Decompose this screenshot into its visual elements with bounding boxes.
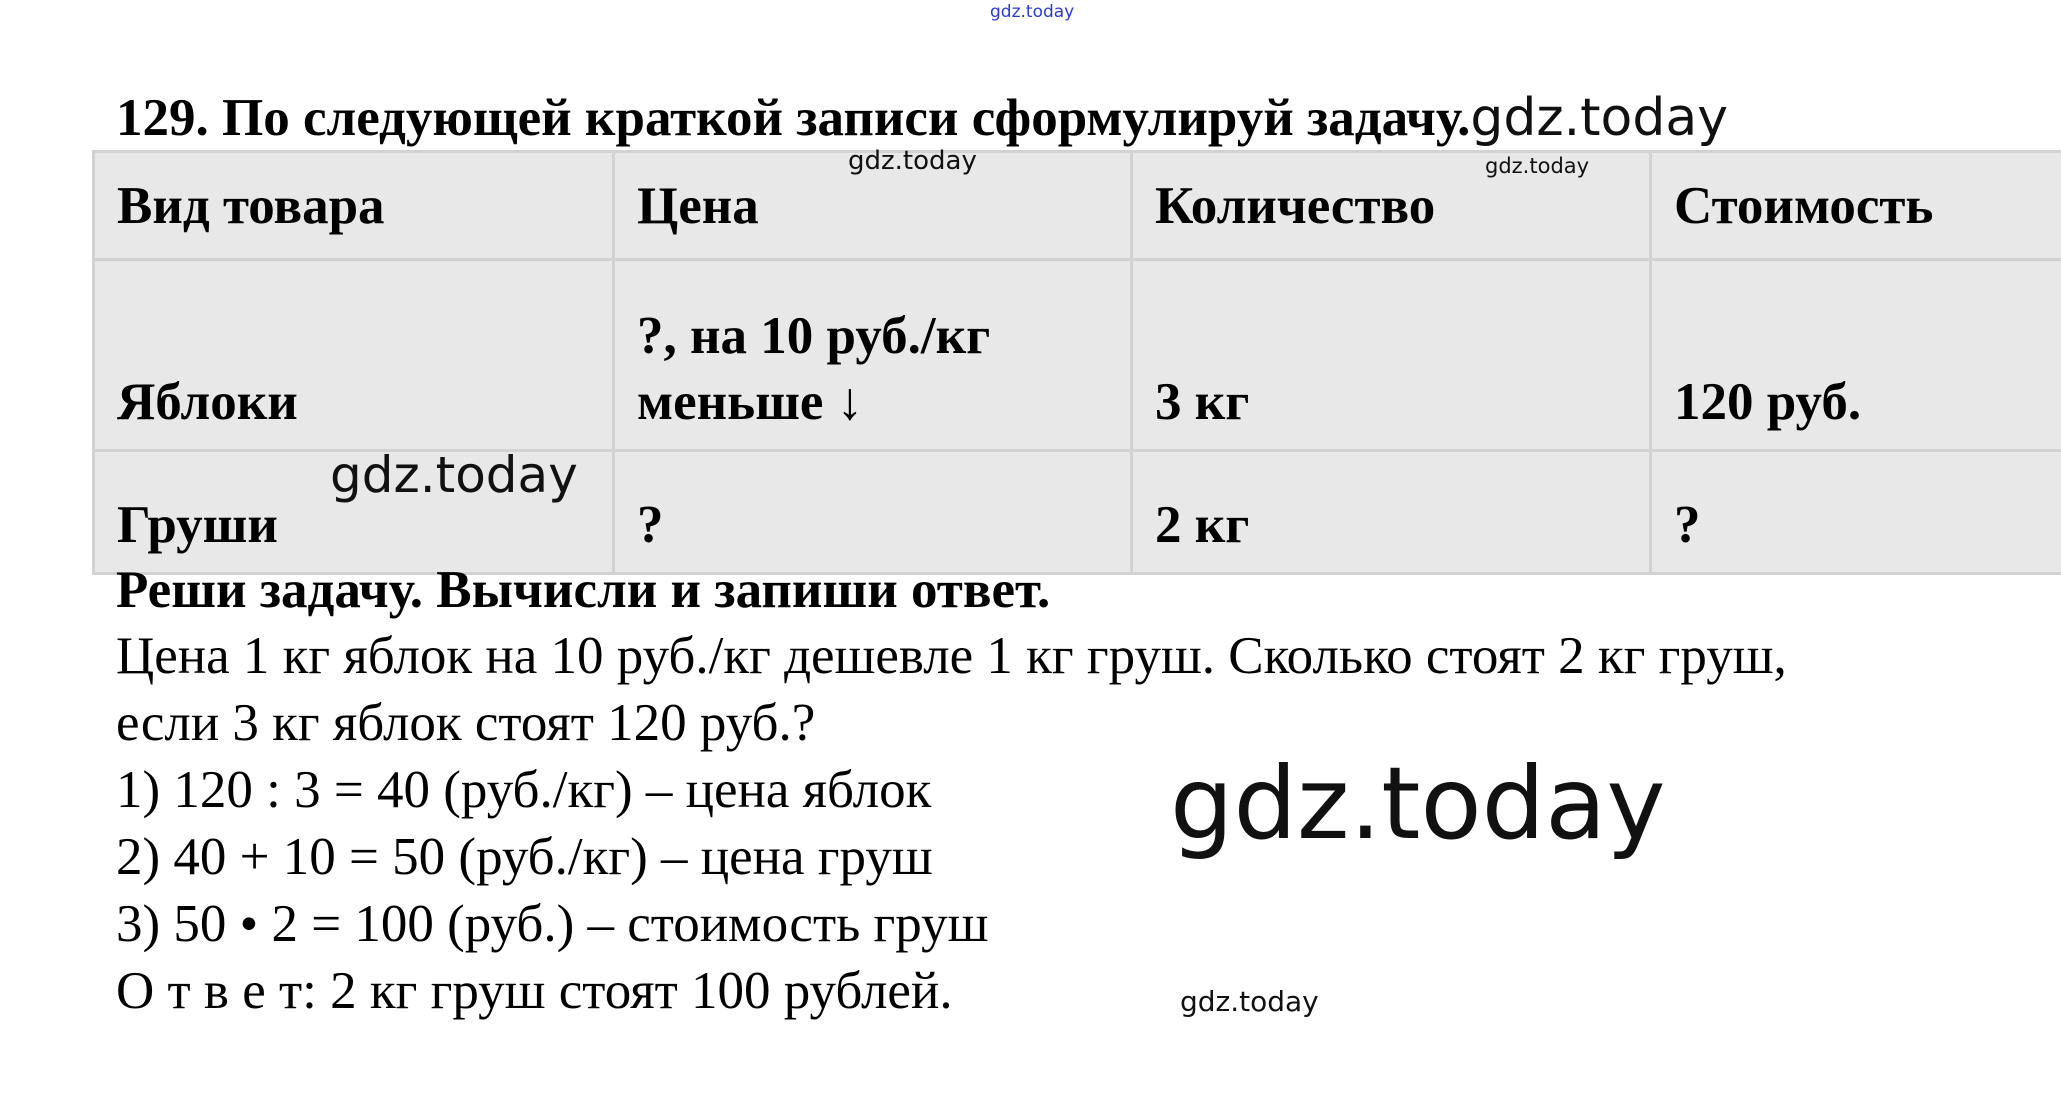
answer-text: 2 кг груш стоят 100 рублей. xyxy=(316,962,953,1020)
answer-label: О т в е т: xyxy=(116,962,317,1020)
problem-text: если 3 кг яблок стоят 120 руб.? xyxy=(116,694,816,752)
table-cell: 3 кг xyxy=(1130,258,1652,452)
answer: О т в е т: 2 кг груш стоят 100 рублей. xyxy=(116,961,953,1021)
table-row: Груши ? 2 кг ? xyxy=(92,449,2061,575)
task-text: По следующей краткой записи сформулируй … xyxy=(222,89,1471,147)
watermark: gdz.today xyxy=(330,446,578,504)
header-cell: Стоимость xyxy=(1649,150,2061,261)
task-number: 129. xyxy=(116,89,209,147)
solution-step: 2) 40 + 10 = 50 (руб./кг) – цена груш xyxy=(116,828,933,886)
table-cell: Груши xyxy=(92,449,615,575)
solution-step: 1) 120 : 3 = 40 (руб./кг) – цена яблок xyxy=(116,761,932,819)
watermark: gdz.today xyxy=(1180,985,1319,1018)
table-cell: 2 кг xyxy=(1130,449,1652,575)
header-cell: Количество xyxy=(1130,150,1652,261)
table-cell: ? xyxy=(1649,449,2061,575)
watermark: gdz.today xyxy=(848,146,977,176)
watermark: gdz.today xyxy=(1485,154,1590,178)
watermark: gdz.today xyxy=(1170,745,1666,862)
table-cell: ?, на 10 руб./кг меньше ↓ xyxy=(612,258,1133,452)
solution-step: 3) 50 • 2 = 100 (руб.) – стоимость груш xyxy=(116,895,989,953)
watermark: gdz.today xyxy=(990,2,1075,22)
short-record-table: Вид товара Цена Количество Стоимость Ябл… xyxy=(92,150,2061,575)
header-cell: Вид товара xyxy=(92,150,615,261)
table-cell: ? xyxy=(612,449,1133,575)
watermark: gdz.today xyxy=(1470,88,1729,148)
problem-text: Цена 1 кг яблок на 10 руб./кг дешевле 1 … xyxy=(116,627,1787,685)
table-cell: Яблоки xyxy=(92,258,615,452)
table-row: Яблоки ?, на 10 руб./кг меньше ↓ 3 кг 12… xyxy=(92,258,2061,452)
solution-heading: Реши задачу. Вычисли и запиши ответ. xyxy=(116,561,1051,619)
table-cell: 120 руб. xyxy=(1649,258,2061,452)
table-header-row: Вид товара Цена Количество Стоимость xyxy=(92,150,2061,261)
header-cell: Цена xyxy=(612,150,1133,261)
task-title: 129. По следующей краткой записи сформул… xyxy=(116,88,1728,148)
